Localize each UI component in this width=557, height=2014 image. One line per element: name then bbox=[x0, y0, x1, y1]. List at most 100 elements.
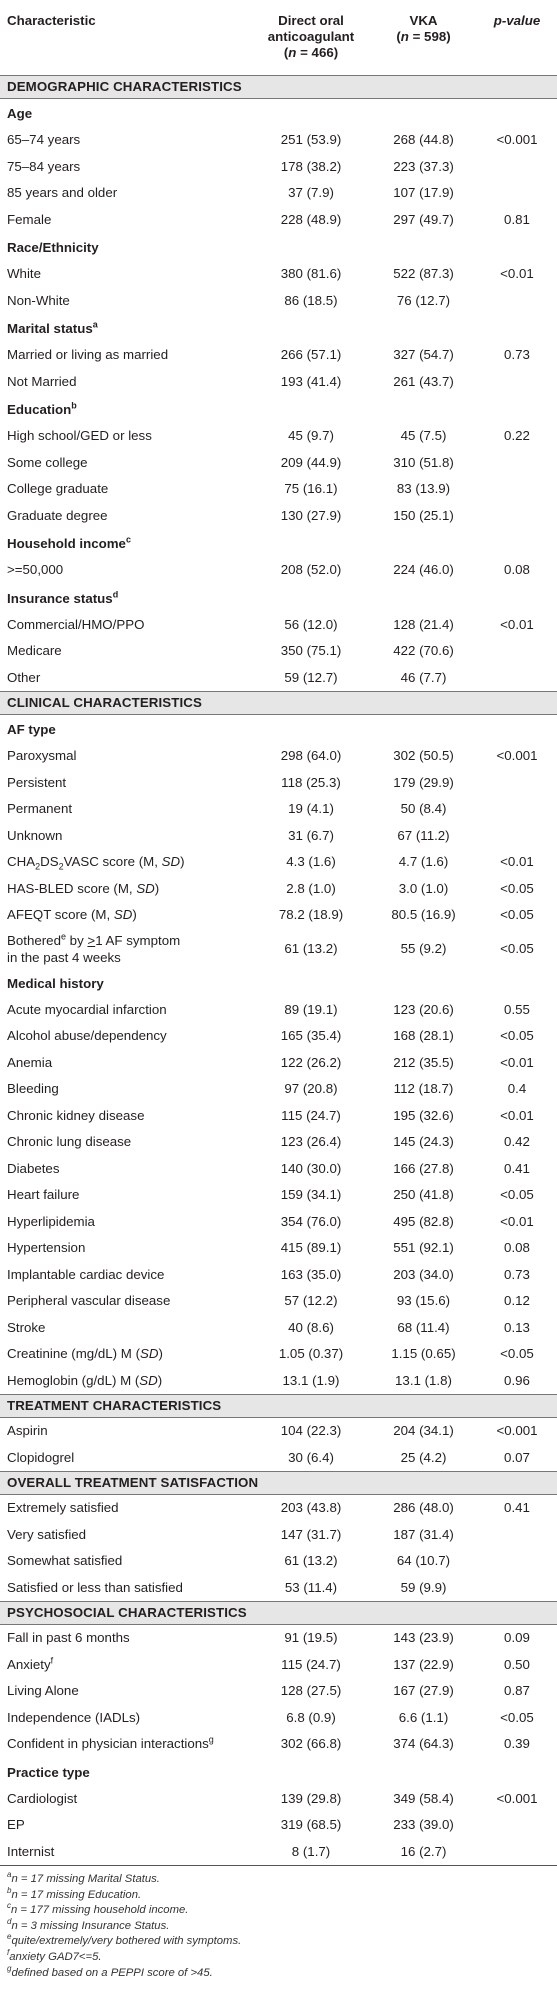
footnote-marker: c bbox=[125, 534, 131, 545]
row-label: Hypertension bbox=[7, 1240, 86, 1256]
row-label: 85 years and older bbox=[7, 185, 118, 201]
footnote-marker: e bbox=[7, 1932, 12, 1942]
footnote-marker: b bbox=[71, 400, 77, 411]
vka-value: 327 (54.7) bbox=[393, 347, 454, 363]
table-row: Non-White 86 (18.5) 76 (12.7) bbox=[0, 288, 557, 315]
footnotes: an = 17 missing Marital Status. bn = 17 m… bbox=[0, 1866, 557, 1981]
p-value: 0.4 bbox=[507, 1081, 527, 1097]
section-label: TREATMENT CHARACTERISTICS bbox=[0, 1394, 557, 1418]
doac-value: 91 (19.5) bbox=[284, 1630, 338, 1646]
doac-value: 115 (24.7) bbox=[281, 1656, 341, 1672]
section-header-row: OVERALL TREATMENT SATISFACTION bbox=[0, 1471, 557, 1495]
vka-value: 16 (2.7) bbox=[370, 1838, 477, 1866]
table-header: Characteristic Direct oral anticoagulant… bbox=[0, 0, 557, 76]
table-row: Fall in past 6 months 91 (19.5) 143 (23.9)… bbox=[0, 1625, 557, 1652]
doac-value: 302 (66.8) bbox=[280, 1736, 342, 1752]
doac-value: 380 (81.6) bbox=[280, 266, 342, 282]
row-label: Clopidogrel bbox=[7, 1449, 75, 1465]
group-label: Insurance statusd bbox=[7, 589, 119, 606]
footnote-marker: g bbox=[208, 1734, 214, 1745]
p-value bbox=[477, 288, 557, 315]
table-row: CHA2DS2VASC score (M, SD) 4.3 (1.6) 4.7 (1… bbox=[0, 849, 557, 876]
vka-value: 302 (50.5) bbox=[393, 748, 454, 764]
p-value: 0.08 bbox=[504, 562, 530, 578]
p-value: <0.01 bbox=[500, 854, 534, 870]
vka-value: 297 (49.7) bbox=[393, 211, 454, 227]
doac-value: 31 (6.7) bbox=[288, 827, 334, 843]
doac-value: 163 (35.0) bbox=[280, 1266, 342, 1282]
header-vka: VKA (n = 598) bbox=[370, 0, 477, 76]
table-row: Very satisfied 147 (31.7) 187 (31.4) bbox=[0, 1522, 557, 1549]
p-value: <0.05 bbox=[500, 1187, 534, 1203]
row-label: Female bbox=[7, 211, 52, 227]
row-label: Bleeding bbox=[7, 1081, 59, 1097]
doac-value: 59 (12.7) bbox=[284, 669, 338, 685]
p-value: <0.01 bbox=[500, 616, 534, 632]
doac-value: 61 (13.2) bbox=[284, 1553, 338, 1569]
doac-value: 208 (52.0) bbox=[280, 562, 342, 578]
table-row: Graduate degree 130 (27.9) 150 (25.1) bbox=[0, 503, 557, 530]
p-value bbox=[477, 1812, 557, 1839]
vka-value: 123 (20.6) bbox=[393, 1001, 454, 1017]
vka-value: 168 (28.1) bbox=[393, 1028, 454, 1044]
table-row: Hyperlipidemia 354 (76.0) 495 (82.8) <0.01 bbox=[0, 1209, 557, 1236]
p-value: <0.001 bbox=[496, 1790, 538, 1806]
row-label: Acute myocardial infarction bbox=[7, 1001, 167, 1017]
vka-value: 203 (34.0) bbox=[393, 1266, 454, 1282]
row-label: Independence (IADLs) bbox=[7, 1709, 141, 1725]
doac-value: 350 (75.1) bbox=[280, 643, 342, 659]
vka-value: 223 (37.3) bbox=[393, 158, 454, 174]
section-header-row: DEMOGRAPHIC CHARACTERISTICS bbox=[0, 75, 557, 99]
doac-value: 2.8 (1.0) bbox=[286, 880, 336, 896]
vka-value: 25 (4.2) bbox=[400, 1449, 447, 1465]
group-label: Race/Ethnicity bbox=[7, 240, 99, 255]
doac-value: 56 (12.0) bbox=[284, 616, 338, 632]
table-row: Unknown 31 (6.7) 67 (11.2) bbox=[0, 823, 557, 850]
vka-value: 80.5 (16.9) bbox=[391, 907, 456, 923]
table-row: High school/GED or less 45 (9.7) 45 (7.5) 0… bbox=[0, 423, 557, 450]
p-value bbox=[477, 638, 557, 665]
row-label: Stroke bbox=[7, 1319, 46, 1335]
row-label: Peripheral vascular disease bbox=[7, 1293, 171, 1309]
section-label: OVERALL TREATMENT SATISFACTION bbox=[0, 1471, 557, 1495]
row-label: EP bbox=[7, 1817, 25, 1833]
p-value bbox=[477, 180, 557, 207]
p-value: 0.41 bbox=[504, 1160, 530, 1176]
table-row: Anxietyf 115 (24.7) 137 (22.9) 0.50 bbox=[0, 1652, 557, 1679]
vka-value: 4.7 (1.6) bbox=[398, 854, 449, 870]
p-value bbox=[477, 665, 557, 692]
section-label: PSYCHOSOCIAL CHARACTERISTICS bbox=[0, 1601, 557, 1625]
row-label: Some college bbox=[7, 454, 88, 470]
row-label: Aspirin bbox=[7, 1423, 48, 1439]
doac-value: 4.3 (1.6) bbox=[286, 854, 336, 870]
header-doac-label: Direct oral anticoagulant bbox=[267, 13, 355, 44]
vka-value: 212 (35.5) bbox=[393, 1054, 454, 1070]
doac-value: 8 (1.7) bbox=[252, 1838, 370, 1866]
n-symbol: n bbox=[288, 45, 297, 60]
doac-value: 140 (30.0) bbox=[280, 1160, 342, 1176]
vka-value: 46 (7.7) bbox=[400, 669, 447, 685]
table-row: 65–74 years 251 (53.9) 268 (44.8) <0.001 bbox=[0, 127, 557, 154]
row-label: Alcohol abuse/dependency bbox=[7, 1028, 167, 1044]
doac-value: 30 (6.4) bbox=[288, 1449, 334, 1465]
row-label: High school/GED or less bbox=[7, 428, 152, 444]
p-value: <0.001 bbox=[496, 132, 538, 148]
table-row: Permanent 19 (4.1) 50 (8.4) bbox=[0, 796, 557, 823]
doac-value: 75 (16.1) bbox=[284, 481, 338, 497]
p-value bbox=[477, 1522, 557, 1549]
table-row: Creatinine (mg/dL) M (SD) 1.05 (0.37) 1.15… bbox=[0, 1341, 557, 1368]
group-label: Medical history bbox=[7, 975, 104, 991]
footnote: bn = 17 missing Education. bbox=[7, 1885, 142, 1901]
footnote: an = 17 missing Marital Status. bbox=[7, 1870, 160, 1885]
ge-symbol: > bbox=[87, 932, 96, 948]
p-value: 0.96 bbox=[504, 1372, 530, 1388]
row-label: 65–74 years bbox=[7, 132, 81, 148]
row-label: Confident in physician interactionsg bbox=[7, 1734, 214, 1752]
table-row: Some college 209 (44.9) 310 (51.8) bbox=[0, 450, 557, 477]
p-value bbox=[477, 369, 557, 396]
vka-value: 179 (29.9) bbox=[393, 774, 454, 790]
doac-value: 61 (13.2) bbox=[284, 940, 338, 956]
p-value: <0.05 bbox=[500, 940, 534, 956]
subscript: 2 bbox=[58, 861, 64, 872]
subscript: 2 bbox=[35, 861, 41, 872]
